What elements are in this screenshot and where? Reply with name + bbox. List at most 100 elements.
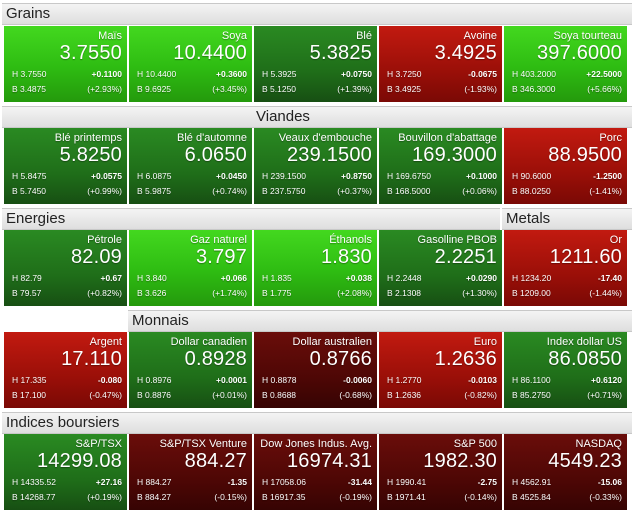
quote-low: B 1971.41 <box>387 492 426 502</box>
quote-tile-dow-jones-indus-avg[interactable]: Dow Jones Indus. Avg. 16974.31 H 17058.06 -… <box>254 434 377 510</box>
quote-price: 1211.60 <box>549 246 622 268</box>
section-header-monnais: Monnais <box>128 310 632 332</box>
quote-low: B 168.5000 <box>387 186 431 196</box>
section-header-viandes: Viandes <box>2 106 632 128</box>
quote-price: 10.4400 <box>173 42 247 64</box>
quote-tile-or[interactable]: Or 1211.60 H 1234.20 -17.40 B 1209.00 (-1.44%… <box>504 230 627 306</box>
quote-name: Soya tourteau <box>553 30 623 42</box>
quote-tile-mais[interactable]: Maïs 3.7550 H 3.7550 +0.1100 B 3.4875 (+2.93%… <box>4 26 127 102</box>
quote-change-percent: (+0.71%) <box>587 390 622 400</box>
quote-change-percent: (+5.66%) <box>587 84 622 94</box>
quote-change: +27.16 <box>95 477 122 487</box>
quote-tile-ble-printemps[interactable]: Blé printemps 5.8250 H 5.8475 +0.0575 B 5.74… <box>4 128 127 204</box>
quote-tile-gasolline-pbob[interactable]: Gasolline PBOB 2.2251 H 2.2448 +0.0290 B 2.1… <box>379 230 502 306</box>
quote-change-percent: (+1.74%) <box>212 288 247 298</box>
quote-low: B 237.5750 <box>262 186 306 196</box>
quote-high: H 3.7550 <box>12 69 47 79</box>
quote-name: Or <box>609 234 622 246</box>
quote-tile-bouvillon-d-abattage[interactable]: Bouvillon d'abattage 169.3000 H 169.6750 +0… <box>379 128 502 204</box>
quote-price: 17.110 <box>61 348 122 370</box>
quote-change: +22.5000 <box>586 69 622 79</box>
quote-low: B 14268.77 <box>12 492 56 502</box>
quote-change: +0.67 <box>100 273 122 283</box>
quote-change: +0.038 <box>345 273 372 283</box>
quote-tile-avoine[interactable]: Avoine 3.4925 H 3.7250 -0.0675 B 3.4925 (-1.9… <box>379 26 502 102</box>
quote-low: B 9.6925 <box>137 84 172 94</box>
quote-price: 82.09 <box>70 246 122 268</box>
quote-name: S&P/TSX <box>75 438 122 450</box>
quote-name: Pétrole <box>87 234 122 246</box>
quote-tile-petrole[interactable]: Pétrole 82.09 H 82.79 +0.67 B 79.57 (+0.82%) <box>4 230 127 306</box>
quote-tile-argent[interactable]: Argent 17.110 H 17.335 -0.080 B 17.100 (-0.47… <box>4 332 127 408</box>
quote-high: H 403.2000 <box>512 69 556 79</box>
quote-high: H 10.4400 <box>137 69 177 79</box>
quote-price: 16974.31 <box>286 450 372 472</box>
quote-price: 5.8250 <box>59 144 122 166</box>
quote-tile-dollar-canadien[interactable]: Dollar canadien 0.8928 H 0.8976 +0.0001 B 0.… <box>129 332 252 408</box>
quote-tile-porc[interactable]: Porc 88.9500 H 90.6000 -1.2500 B 88.0250 (-1.… <box>504 128 627 204</box>
quote-price: 5.3825 <box>309 42 372 64</box>
quote-tile-gaz-naturel[interactable]: Gaz naturel 3.797 H 3.840 +0.066 B 3.626 (+1.… <box>129 230 252 306</box>
section-title: Energies <box>6 210 66 227</box>
section-title: Metals <box>506 210 551 227</box>
quote-high: H 6.0875 <box>137 171 172 181</box>
quote-tile-euro[interactable]: Euro 1.2636 H 1.2770 -0.0103 B 1.2636 (-0.82%… <box>379 332 502 408</box>
quote-tile-index-dollar-us[interactable]: Index dollar US 86.0850 H 86.1100 +0.6120 B … <box>504 332 627 408</box>
quote-name: Porc <box>599 132 622 144</box>
quote-low: B 1.775 <box>262 288 292 298</box>
quote-high: H 1990.41 <box>387 477 427 487</box>
quote-name: Éthanols <box>329 234 372 246</box>
quote-tile-soya-tourteau[interactable]: Soya tourteau 397.6000 H 403.2000 +22.5000 B… <box>504 26 627 102</box>
quote-price: 3.4925 <box>434 42 497 64</box>
quote-change: +0.0001 <box>216 375 247 385</box>
quote-tile-dollar-australien[interactable]: Dollar australien 0.8766 H 0.8878 -0.0060 B … <box>254 332 377 408</box>
quote-change: -31.44 <box>347 477 372 487</box>
quote-tile-veaux-d-embouche[interactable]: Veaux d'embouche 239.1500 H 239.1500 +0.875… <box>254 128 377 204</box>
quote-tile-s-p-tsx-venture[interactable]: S&P/TSX Venture 884.27 H 884.27 -1.35 B 884.… <box>129 434 252 510</box>
section-title: Grains <box>6 5 51 22</box>
quote-price: 0.8928 <box>184 348 247 370</box>
quote-tile-ble[interactable]: Blé 5.3825 H 5.3925 +0.0750 B 5.1250 (+1.39%) <box>254 26 377 102</box>
quote-low: B 85.2750 <box>512 390 551 400</box>
quote-change: -1.2500 <box>593 171 622 181</box>
quote-low: B 2.1308 <box>387 288 422 298</box>
quote-change: -0.0060 <box>343 375 372 385</box>
quote-high: H 3.840 <box>137 273 167 283</box>
section-header-grains: Grains <box>2 3 632 25</box>
quote-tile-ethanols[interactable]: Éthanols 1.830 H 1.835 +0.038 B 1.775 (+2.08%… <box>254 230 377 306</box>
section-header-indices: Indices boursiers <box>2 412 632 434</box>
quote-high: H 14335.52 <box>12 477 56 487</box>
quote-change-percent: (-0.47%) <box>89 390 122 400</box>
quote-high: H 0.8976 <box>137 375 172 385</box>
quote-change-percent: (+0.37%) <box>337 186 372 196</box>
quote-tile-s-p-500[interactable]: S&P 500 1982.30 H 1990.41 -2.75 B 1971.41 (-0… <box>379 434 502 510</box>
quote-tile-s-p-tsx[interactable]: S&P/TSX 14299.08 H 14335.52 +27.16 B 14268.7… <box>4 434 127 510</box>
quote-name: Soya <box>221 30 247 42</box>
quote-low: B 1.2636 <box>387 390 422 400</box>
quote-tile-soya[interactable]: Soya 10.4400 H 10.4400 +0.3600 B 9.6925 (+3.4… <box>129 26 252 102</box>
quote-name: Blé printemps <box>54 132 122 144</box>
quote-change: +0.8750 <box>341 171 372 181</box>
quote-tile-nasdaq[interactable]: NASDAQ 4549.23 H 4562.91 -15.06 B 4525.84 (-0… <box>504 434 627 510</box>
quote-high: H 17058.06 <box>262 477 306 487</box>
quote-change-percent: (+1.30%) <box>462 288 497 298</box>
quote-name: Argent <box>89 336 122 348</box>
quote-change-percent: (+3.45%) <box>212 84 247 94</box>
quote-change: -15.06 <box>597 477 622 487</box>
quote-price: 0.8766 <box>309 348 372 370</box>
quote-change: +0.3600 <box>216 69 247 79</box>
quote-name: Dollar australien <box>292 336 372 348</box>
quote-low: B 3.4875 <box>12 84 47 94</box>
section-header-energies: Energies <box>2 208 500 230</box>
quote-high: H 4562.91 <box>512 477 552 487</box>
quote-change: +0.066 <box>220 273 247 283</box>
quote-tile-ble-d-automne[interactable]: Blé d'automne 6.0650 H 6.0875 +0.0450 B 5.98… <box>129 128 252 204</box>
quote-low: B 0.8688 <box>262 390 297 400</box>
quote-name: Bouvillon d'abattage <box>398 132 497 144</box>
quote-change-percent: (+1.39%) <box>337 84 372 94</box>
quote-change-percent: (+0.01%) <box>212 390 247 400</box>
quote-low: B 346.3000 <box>512 84 556 94</box>
quote-price: 86.0850 <box>548 348 622 370</box>
quote-name: NASDAQ <box>575 438 622 450</box>
quote-low: B 5.9875 <box>137 186 172 196</box>
